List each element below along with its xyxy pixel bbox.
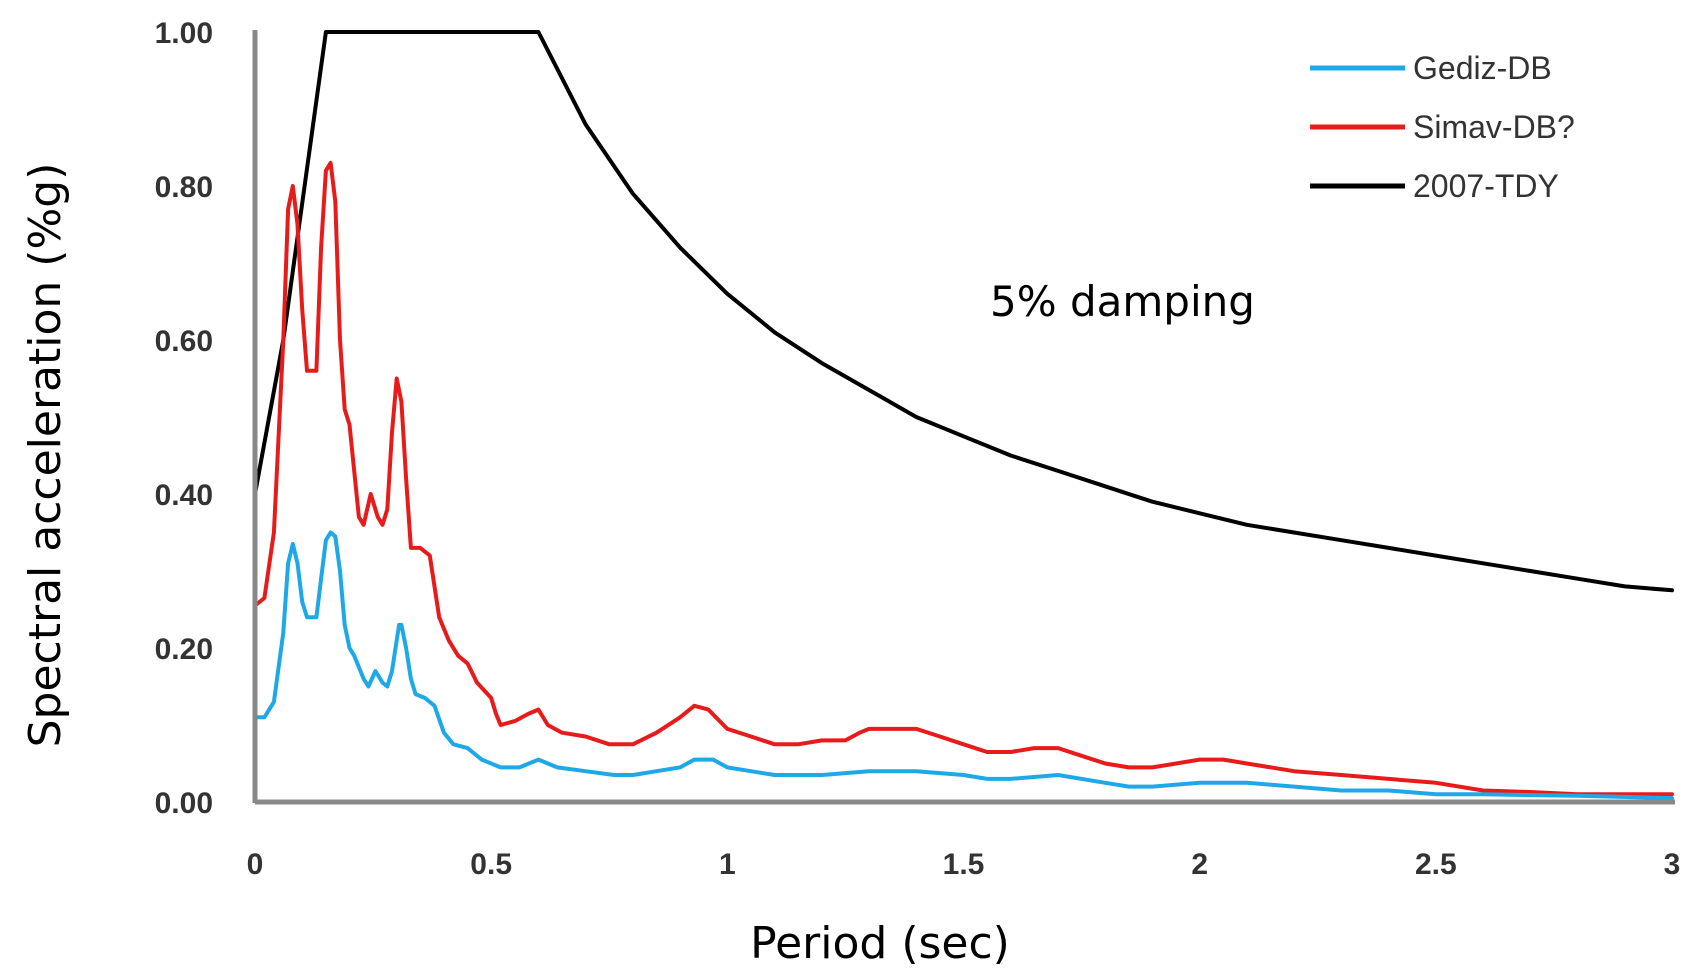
damping-annotation: 5% damping xyxy=(990,277,1255,326)
x-tick-label: 1 xyxy=(719,848,736,881)
series-line-simav-db xyxy=(253,160,1674,797)
x-tick-label: 0.5 xyxy=(470,848,512,881)
y-tick-label: 0.80 xyxy=(155,171,213,204)
y-tick-label: 0.60 xyxy=(155,325,213,358)
legend-label: Gediz-DB xyxy=(1413,50,1552,86)
x-axis-title: Period (sec) xyxy=(750,918,1010,969)
x-tick-label: 2.5 xyxy=(1415,848,1457,881)
y-tick-label: 1.00 xyxy=(155,17,213,50)
y-axis-title: Spectral acceleration (%g) xyxy=(20,163,71,748)
y-tick-labels: 0.00 0.20 0.40 0.60 0.80 1.00 xyxy=(155,17,213,820)
series-line-2007-tdy xyxy=(253,30,1674,593)
y-tick-label: 0.00 xyxy=(155,787,213,820)
y-tick-label: 0.20 xyxy=(155,633,213,666)
x-tick-labels: 0 0.5 1 1.5 2 2.5 3 xyxy=(247,848,1681,881)
plot-lines xyxy=(253,30,1674,801)
x-tick-label: 0 xyxy=(247,848,264,881)
x-tick-label: 3 xyxy=(1664,848,1681,881)
y-tick-label: 0.40 xyxy=(155,479,213,512)
series-line-gediz-db xyxy=(253,530,1674,801)
legend-label: Simav-DB? xyxy=(1413,109,1575,145)
legend: Gediz-DB Simav-DB? 2007-TDY xyxy=(1310,50,1575,204)
x-tick-label: 2 xyxy=(1191,848,1208,881)
legend-label: 2007-TDY xyxy=(1413,168,1559,204)
x-tick-label: 1.5 xyxy=(943,848,985,881)
